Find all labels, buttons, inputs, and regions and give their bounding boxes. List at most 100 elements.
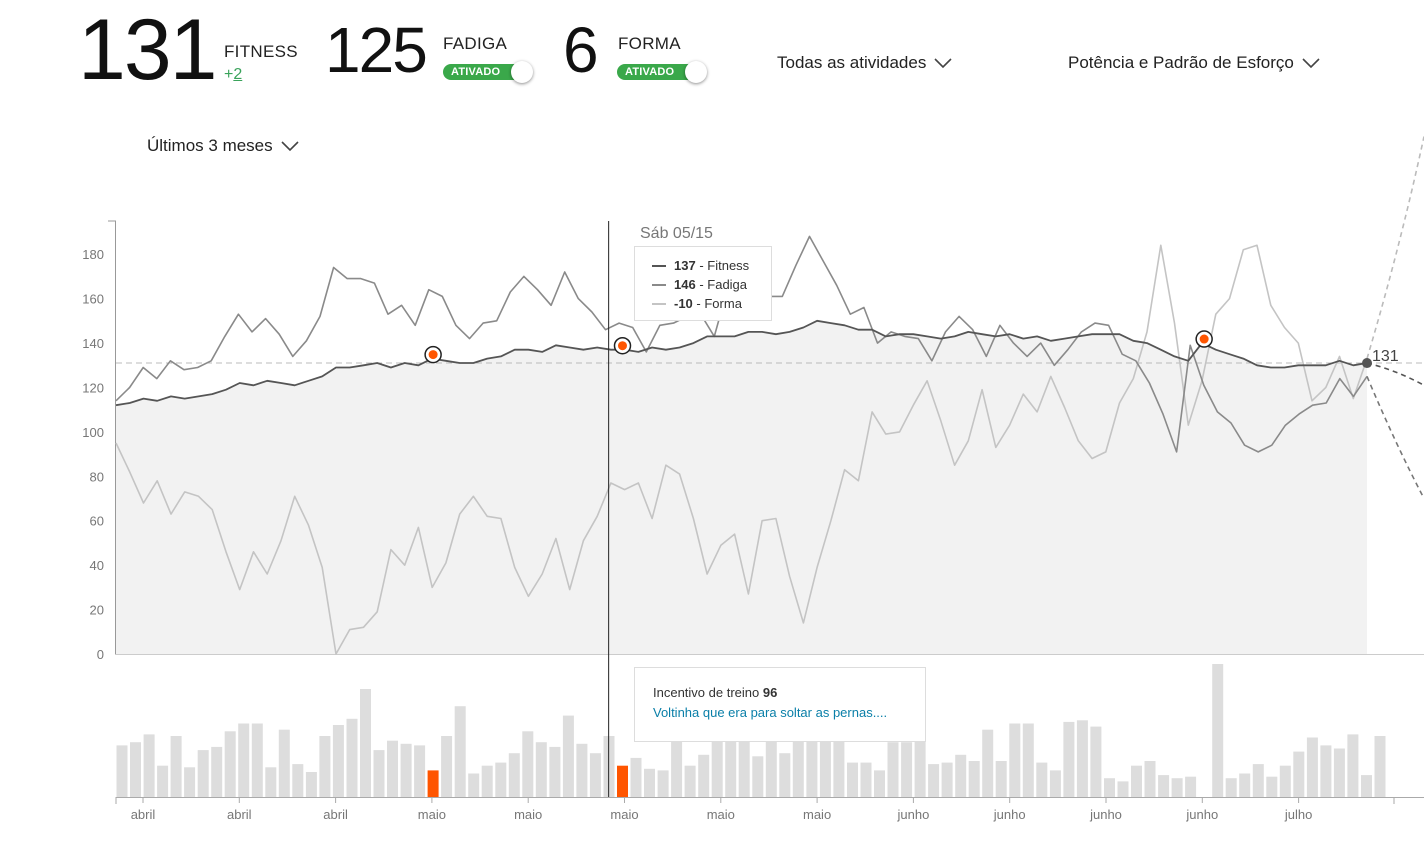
training-load-bar (265, 767, 277, 797)
training-load-bar (765, 728, 777, 797)
training-load-bar (495, 762, 507, 797)
y-tick-label: 120 (82, 380, 104, 395)
training-load-bar (1022, 723, 1034, 797)
training-load-bar (522, 731, 534, 797)
fatigue-label: FADIGA (443, 34, 508, 53)
fatigue-toggle-knob (511, 61, 533, 83)
training-load-bar (508, 753, 520, 797)
x-axis-label: abril (131, 807, 156, 822)
y-tick-label: 40 (90, 558, 104, 573)
fitness-swatch (652, 264, 666, 267)
activity-marker-dot (617, 341, 627, 351)
training-load-bar (305, 772, 317, 797)
training-load-bar (914, 737, 926, 797)
training-load-bar (1374, 736, 1386, 797)
y-tick-label: 140 (82, 336, 104, 351)
activity-tooltip-prefix: Incentivo de treino (653, 685, 760, 700)
y-tick-label: 80 (90, 469, 104, 484)
chevron-down-icon (1302, 58, 1320, 69)
fitness-area-fill (116, 320, 1367, 654)
training-load-bar (1347, 734, 1359, 797)
range-filter-dropdown[interactable]: Últimos 3 meses (147, 136, 299, 156)
activity-tooltip-title: Incentivo de treino 96 (653, 685, 907, 700)
y-tick-label: 20 (90, 603, 104, 618)
form-projection-line (1366, 136, 1424, 359)
tooltip-form-label: - Forma (696, 296, 742, 311)
training-load-bar (562, 715, 574, 797)
training-load-bar (1117, 781, 1129, 797)
fatigue-swatch (652, 283, 666, 286)
training-load-bar (1158, 775, 1170, 797)
training-load-bar (157, 765, 169, 797)
y-tick-label: 100 (82, 425, 104, 440)
x-axis-label: junho (1089, 807, 1122, 822)
training-load-bar (278, 729, 290, 797)
form-toggle[interactable]: ATIVADO (617, 61, 707, 83)
y-tick-label: 60 (90, 514, 104, 529)
activities-filter-label: Todas as atividades (777, 53, 927, 72)
training-load-bar (454, 706, 466, 797)
training-load-bar (779, 753, 791, 797)
form-swatch (652, 302, 666, 305)
fitness-delta-value: 2 (233, 66, 243, 83)
current-fitness-point (1362, 358, 1372, 369)
tooltip-fitness-value: 137 (674, 258, 696, 273)
training-load-bar (847, 762, 858, 797)
training-load-bar (1252, 764, 1264, 797)
training-load-bar (711, 732, 723, 797)
fitness-projection-line (1366, 362, 1424, 386)
training-load-bar (698, 754, 710, 797)
training-load-bar (671, 737, 683, 797)
training-load-bar (644, 768, 655, 797)
training-load-bar (738, 729, 750, 797)
training-load-bar (1266, 776, 1278, 797)
metric-filter-dropdown[interactable]: Potência e Padrão de Esforço (1068, 53, 1320, 73)
fitness-line (115, 319, 1368, 407)
training-load-bar (414, 745, 426, 797)
training-load-bar (792, 710, 804, 797)
activities-filter-dropdown[interactable]: Todas as atividades (777, 53, 952, 73)
training-load-bar (860, 762, 872, 797)
current-fitness-label: 131 (1372, 348, 1399, 365)
training-load-bar (400, 743, 412, 797)
training-load-bar (1090, 726, 1102, 797)
training-load-bar (535, 742, 547, 797)
x-axis-label: maio (514, 807, 542, 822)
training-load-bar (617, 765, 628, 797)
training-load-bar (481, 765, 493, 797)
training-load-bar (197, 750, 209, 797)
training-load-bar (819, 731, 831, 797)
tooltip-fatigue-value: 146 (674, 277, 696, 292)
x-axis-label: junho (993, 807, 1026, 822)
training-load-bar (1239, 773, 1251, 797)
form-label: FORMA (618, 34, 681, 53)
activity-link[interactable]: Voltinha que era para soltar as pernas..… (653, 705, 888, 720)
fatigue-toggle[interactable]: ATIVADO (443, 61, 533, 83)
training-load-bar (238, 723, 250, 797)
y-axis: 0 20 40 60 80 100 120 140 160 180 (82, 220, 1424, 662)
y-tick-label: 0 (97, 647, 104, 662)
training-load-bar (725, 731, 737, 797)
x-axis-label: junho (896, 807, 929, 822)
training-load-bar (549, 746, 561, 797)
training-load-bar (1225, 778, 1237, 797)
hover-tooltip: 137 - Fitness 146 - Fadiga -10 - Forma (634, 246, 772, 321)
x-axis-label: abril (227, 807, 252, 822)
training-load-bar (170, 736, 182, 797)
training-load-bars (116, 664, 1424, 798)
training-load-bar (184, 767, 196, 797)
activity-tooltip: Incentivo de treino 96 Voltinha que era … (634, 667, 926, 742)
fatigue-toggle-label: ATIVADO (443, 64, 523, 80)
training-load-bar (1212, 664, 1224, 797)
tooltip-date: Sáb 05/15 (640, 225, 713, 242)
x-axis-label: maio (418, 807, 446, 822)
y-tick-label: 160 (82, 292, 104, 307)
training-load-bar (387, 740, 398, 797)
fitness-delta[interactable]: +2 (224, 66, 242, 84)
tooltip-row-fitness: 137 - Fitness (652, 256, 755, 275)
training-load-bar (901, 742, 913, 797)
training-load-bar (1063, 721, 1075, 797)
training-load-bar (1320, 745, 1332, 797)
training-load-bar (806, 731, 818, 797)
